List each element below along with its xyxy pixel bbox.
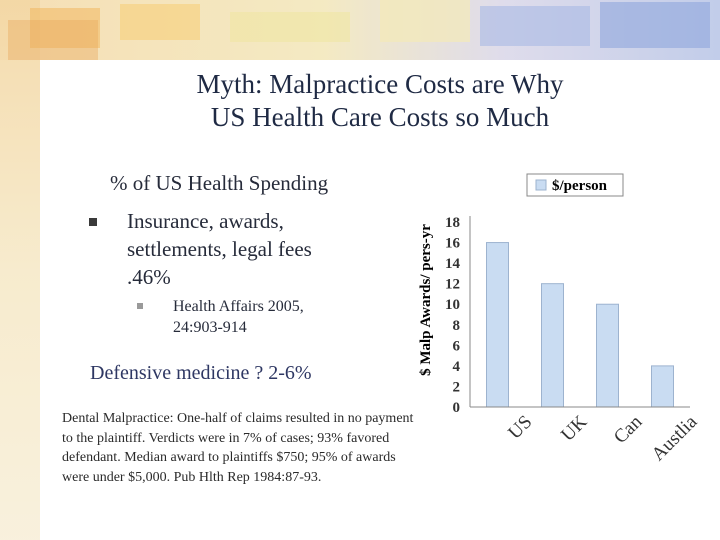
y-axis-ticks: 0 2 4 6 8 10 12 14 16 18 [445, 215, 461, 416]
bar-austlia [651, 365, 674, 408]
legend-swatch [535, 179, 547, 191]
y-tick-label: 18 [445, 215, 460, 231]
x-tick-label: US [504, 411, 536, 443]
bullet-square-icon [89, 218, 97, 226]
malpractice-awards-chart: $/person $ Malp Awards/ pers-yr 0 2 4 6 8 10 1… [418, 173, 702, 465]
y-tick-label: 14 [445, 256, 461, 272]
y-tick-label: 2 [453, 379, 461, 395]
y-tick-label: 12 [445, 277, 460, 293]
citation-health-affairs: Health Affairs 2005, 24:903-914 [173, 298, 304, 336]
y-tick-label: 16 [445, 236, 461, 252]
x-tick-label: UK [557, 411, 591, 445]
y-tick-label: 8 [453, 318, 461, 334]
y-tick-label: 6 [453, 338, 461, 354]
spending-subheading: % of US Health Spending [110, 171, 329, 195]
bar-series [486, 242, 674, 408]
bullet-insurance-awards: Insurance, awards, settlements, legal fe… [127, 209, 312, 289]
y-tick-label: 0 [453, 400, 461, 416]
x-axis-ticks: US UK Can Austlia [504, 411, 701, 465]
bar-uk [541, 283, 564, 408]
legend-box [526, 173, 624, 197]
bar-us [486, 242, 509, 408]
y-tick-label: 4 [453, 359, 461, 375]
defensive-medicine-text: Defensive medicine ? 2-6% [90, 362, 312, 384]
x-tick-label: Austlia [648, 411, 702, 465]
dental-malpractice-note: Dental Malpractice: One-half of claims r… [62, 411, 414, 485]
bar-can [596, 303, 619, 408]
legend-label: $/person [552, 178, 608, 194]
chart-legend: $/person [526, 173, 624, 197]
title-line-2: US Health Care Costs so Much [210, 102, 550, 132]
sub-bullet-square-icon [137, 303, 143, 309]
title-line-1: Myth: Malpractice Costs are Why [196, 69, 564, 99]
y-axis-label: $ Malp Awards/ pers-yr [418, 224, 434, 376]
slide-title: Myth: Malpractice Costs are Why US Healt… [120, 68, 640, 134]
x-tick-label: Can [610, 411, 647, 448]
y-tick-label: 10 [445, 297, 460, 313]
